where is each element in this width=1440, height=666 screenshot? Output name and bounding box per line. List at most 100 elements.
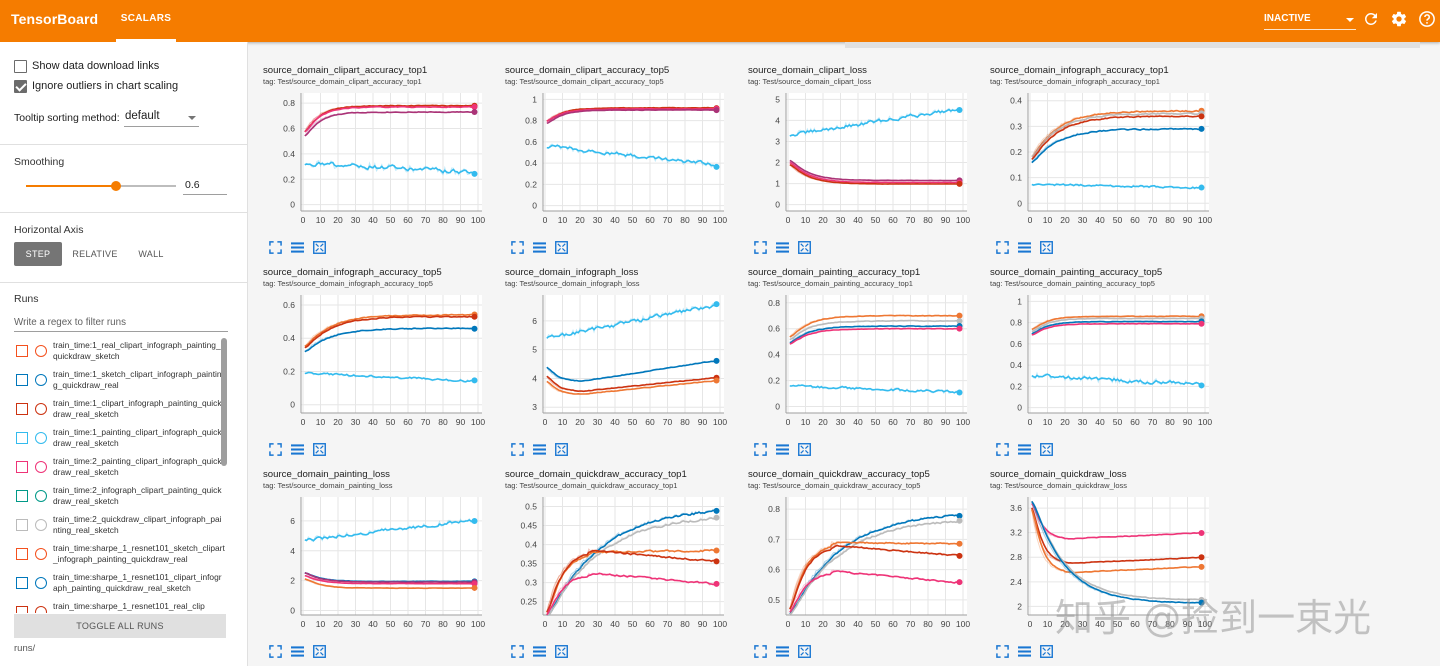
fit-domain-icon[interactable] (313, 241, 326, 254)
x-tick-label: 30 (1078, 215, 1088, 225)
settings-icon[interactable] (1390, 10, 1408, 28)
chart-plot[interactable]: 0 10 20 30 40 50 60 70 80 90 100 0.5 0.6 0.7 0.8 (748, 493, 970, 633)
chart-plot[interactable]: 0 10 20 30 40 50 60 70 80 90 100 0 2 4 6 (263, 493, 485, 633)
fit-domain-icon[interactable] (313, 645, 326, 658)
run-row[interactable]: train_time:2_infograph_clipart_painting_… (16, 482, 226, 511)
fit-domain-icon[interactable] (1040, 443, 1053, 456)
x-tick-label: 70 (906, 417, 916, 427)
chart-plot[interactable]: 0 10 20 30 40 50 60 70 80 90 100 0 0.2 0.4 0.6 0.8 (263, 89, 485, 229)
haxis-wall-button[interactable]: WALL (138, 249, 164, 259)
run-row[interactable]: train_time:2_painting_clipart_infograph_… (16, 453, 226, 482)
toggle-all-runs-button[interactable]: TOGGLE ALL RUNS (14, 614, 226, 638)
help-icon[interactable] (1418, 10, 1436, 28)
run-row[interactable]: train_time:1_real_clipart_infograph_pain… (16, 337, 226, 366)
run-checkbox[interactable] (16, 490, 28, 502)
fullscreen-icon[interactable] (996, 645, 1009, 658)
toggle-log-scale-icon[interactable] (533, 241, 546, 254)
show-download-checkbox[interactable] (14, 60, 27, 73)
toggle-log-scale-icon[interactable] (533, 645, 546, 658)
run-row[interactable]: train_time:sharpe_1_resnet101_sketch_cli… (16, 540, 226, 569)
fit-domain-icon[interactable] (555, 241, 568, 254)
run-color-swatch[interactable] (35, 374, 47, 386)
toggle-log-scale-icon[interactable] (533, 443, 546, 456)
series-end-marker (956, 552, 963, 559)
run-checkbox[interactable] (16, 432, 28, 444)
chart-plot[interactable]: 0 10 20 30 40 50 60 70 80 90 100 0 0.1 0.2 0.3 0.4 (990, 89, 1212, 229)
fullscreen-icon[interactable] (511, 443, 524, 456)
chart-plot[interactable]: 0 10 20 30 40 50 60 70 80 90 100 0 0.2 0.4 0.6 0.8 1 (990, 291, 1212, 431)
run-checkbox[interactable] (16, 403, 28, 415)
chart-plot[interactable]: 0 10 20 30 40 50 60 70 80 90 100 0 0.2 0.4 0.6 0.8 (748, 291, 970, 431)
run-checkbox[interactable] (16, 461, 28, 473)
toggle-log-scale-icon[interactable] (776, 241, 789, 254)
chart-tag: tag: Test/source_domain_infograph_accura… (263, 279, 433, 288)
slider-knob[interactable] (111, 181, 121, 191)
fit-domain-icon[interactable] (313, 443, 326, 456)
ignore-outliers-checkbox[interactable] (14, 80, 27, 93)
chart-plot[interactable]: 0 10 20 30 40 50 60 70 80 90 100 0 1 2 3 4 5 (748, 89, 970, 229)
refresh-icon[interactable] (1362, 10, 1380, 28)
run-row[interactable]: train_time:1_clipart_infograph_painting_… (16, 395, 226, 424)
x-tick-label: 30 (351, 417, 361, 427)
fit-domain-icon[interactable] (798, 443, 811, 456)
run-color-swatch[interactable] (35, 519, 47, 531)
tab-scalars[interactable]: SCALARS (116, 0, 176, 42)
run-checkbox[interactable] (16, 374, 28, 386)
chart-plot[interactable]: 0 10 20 30 40 50 60 70 80 90 100 0 0.2 0.4 0.6 (263, 291, 485, 431)
chart-plot[interactable]: 0 10 20 30 40 50 60 70 80 90 100 0 0.2 0.4 0.6 0.8 1 (505, 89, 727, 229)
run-row[interactable]: train_time:1_sketch_clipart_infograph_pa… (16, 366, 226, 395)
fullscreen-icon[interactable] (269, 443, 282, 456)
fit-domain-icon[interactable] (1040, 241, 1053, 254)
toggle-log-scale-icon[interactable] (1018, 241, 1031, 254)
fullscreen-icon[interactable] (511, 241, 524, 254)
fullscreen-icon[interactable] (511, 645, 524, 658)
run-checkbox[interactable] (16, 606, 28, 613)
tooltip-sorting-select[interactable]: default (124, 108, 199, 127)
fit-domain-icon[interactable] (798, 241, 811, 254)
chart-plot[interactable]: 0 10 20 30 40 50 60 70 80 90 100 2 2.4 2.8 3.2 3.6 (990, 493, 1212, 633)
runs-scrollbar[interactable] (221, 338, 227, 466)
fullscreen-icon[interactable] (996, 443, 1009, 456)
fullscreen-icon[interactable] (269, 241, 282, 254)
run-row[interactable]: train_time:2_quickdraw_clipart_infograph… (16, 511, 226, 540)
run-color-swatch[interactable] (35, 432, 47, 444)
run-row[interactable]: train_time:sharpe_1_resnet101_clipart_in… (16, 569, 226, 598)
run-color-swatch[interactable] (35, 606, 47, 613)
run-color-swatch[interactable] (35, 461, 47, 473)
chart-plot[interactable]: 0 10 20 30 40 50 60 70 80 90 100 3 4 5 6 (505, 291, 727, 431)
fit-domain-icon[interactable] (555, 645, 568, 658)
haxis-step-button[interactable]: STEP (14, 242, 62, 266)
runs-filter-input[interactable]: Write a regex to filter runs (14, 314, 228, 332)
chart-plot[interactable]: 0 10 20 30 40 50 60 70 80 90 100 0.25 0.3 0.35 0.4 0.45… (505, 493, 727, 633)
fit-domain-icon[interactable] (555, 443, 568, 456)
run-color-swatch[interactable] (35, 403, 47, 415)
inactive-plugins-select[interactable]: INACTIVE (1264, 9, 1356, 30)
smoothing-input[interactable]: 0.6 (183, 176, 227, 195)
fullscreen-icon[interactable] (754, 645, 767, 658)
toggle-log-scale-icon[interactable] (776, 443, 789, 456)
run-checkbox[interactable] (16, 345, 28, 357)
fit-domain-icon[interactable] (798, 645, 811, 658)
run-row[interactable]: train_time:1_painting_clipart_infograph_… (16, 424, 226, 453)
fullscreen-icon[interactable] (754, 443, 767, 456)
toggle-log-scale-icon[interactable] (776, 645, 789, 658)
plot-background (301, 497, 482, 615)
toggle-log-scale-icon[interactable] (291, 241, 304, 254)
fit-domain-icon[interactable] (1040, 645, 1053, 658)
run-checkbox[interactable] (16, 548, 28, 560)
toggle-log-scale-icon[interactable] (291, 645, 304, 658)
run-row[interactable]: train_time:sharpe_1_resnet101_real_clip (16, 598, 226, 613)
run-color-swatch[interactable] (35, 490, 47, 502)
run-checkbox[interactable] (16, 577, 28, 589)
run-color-swatch[interactable] (35, 345, 47, 357)
fullscreen-icon[interactable] (996, 241, 1009, 254)
toggle-log-scale-icon[interactable] (1018, 443, 1031, 456)
toggle-log-scale-icon[interactable] (1018, 645, 1031, 658)
toggle-log-scale-icon[interactable] (291, 443, 304, 456)
haxis-relative-button[interactable]: RELATIVE (72, 249, 118, 259)
fullscreen-icon[interactable] (269, 645, 282, 658)
run-color-swatch[interactable] (35, 577, 47, 589)
fullscreen-icon[interactable] (754, 241, 767, 254)
run-color-swatch[interactable] (35, 548, 47, 560)
run-checkbox[interactable] (16, 519, 28, 531)
